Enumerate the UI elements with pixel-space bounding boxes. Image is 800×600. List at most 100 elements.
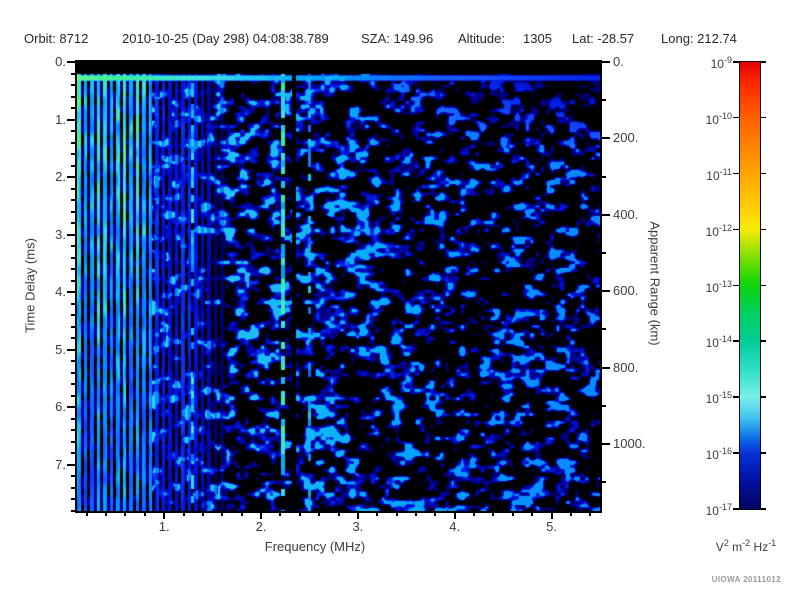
- colorbar-major-tick: [760, 228, 766, 231]
- colorbar-frame: [739, 61, 761, 510]
- y-tick-label: 2.: [55, 169, 66, 185]
- y2-minor-tick: [602, 328, 606, 331]
- y-minor-tick: [71, 417, 75, 420]
- colorbar-major-tick: [733, 284, 740, 286]
- x-minor-tick: [434, 511, 437, 516]
- x-minor-tick: [376, 511, 379, 516]
- y-minor-tick: [71, 187, 75, 190]
- y2-minor-tick: [602, 252, 606, 255]
- y-tick-label: 5.: [55, 341, 66, 357]
- x-minor-tick: [124, 511, 127, 516]
- colorbar-major-tick: [733, 228, 740, 231]
- x-minor-tick: [182, 511, 185, 516]
- y2-major-tick: [602, 443, 610, 446]
- colorbar-major-tick: [733, 340, 740, 342]
- header-altitude-value: 1305: [523, 31, 552, 46]
- x-tick-label: 1.: [158, 519, 170, 534]
- x-minor-tick: [395, 511, 398, 516]
- colorbar-tick-label: 10-16: [705, 446, 732, 463]
- y-minor-tick: [71, 452, 75, 455]
- y-axis-title: Time Delay (ms): [22, 238, 38, 333]
- header-orbit: Orbit: 8712: [24, 31, 89, 46]
- x-minor-tick: [569, 511, 572, 516]
- y2-minor-tick: [602, 481, 606, 484]
- x-tick-label: 4.: [449, 519, 461, 534]
- colorbar-tick-label: 10-13: [705, 278, 732, 295]
- header-long: Long: 212.74: [661, 31, 737, 46]
- x-minor-tick: [201, 511, 204, 516]
- header-altitude-label: Altitude:: [458, 31, 505, 46]
- y-tick-label: 0.: [55, 54, 66, 69]
- y-minor-tick: [71, 302, 75, 305]
- y-minor-tick: [71, 510, 75, 512]
- x-minor-tick: [105, 511, 108, 516]
- colorbar-major-tick: [733, 61, 740, 63]
- colorbar-major-tick: [760, 172, 766, 175]
- x-minor-tick: [492, 511, 495, 516]
- colorbar-tick-label: 10-11: [706, 166, 732, 183]
- x-minor-tick: [337, 511, 340, 516]
- x-tick-label: 5.: [546, 519, 557, 534]
- colorbar-major-tick: [760, 452, 766, 454]
- y-minor-tick: [71, 153, 75, 156]
- x-minor-tick: [531, 511, 534, 516]
- y-major-tick: [67, 463, 75, 466]
- y-minor-tick: [71, 130, 75, 133]
- y-minor-tick: [71, 268, 75, 271]
- colorbar-tick-label: 10-12: [705, 222, 732, 239]
- y-minor-tick: [71, 383, 75, 386]
- y-tick-label: 7.: [55, 456, 66, 472]
- colorbar-major-tick: [733, 452, 740, 454]
- y-minor-tick: [71, 199, 75, 202]
- y-minor-tick: [71, 141, 75, 144]
- colorbar-tick-label: 10-15: [705, 390, 732, 407]
- colorbar-major-tick: [760, 340, 766, 342]
- header-datetime: 2010-10-25 (Day 298) 04:08:38.789: [122, 31, 329, 46]
- y-minor-tick: [71, 95, 75, 98]
- y-minor-tick: [71, 314, 75, 317]
- x-minor-tick: [221, 511, 224, 516]
- colorbar-major-tick: [733, 508, 740, 510]
- colorbar-tick-label: 10-17: [705, 502, 732, 518]
- watermark: UIOWA 20111012: [711, 575, 781, 584]
- y-minor-tick: [71, 486, 75, 489]
- y2-major-tick: [602, 290, 610, 293]
- x-minor-tick: [240, 511, 243, 516]
- y-tick-label: 6.: [55, 399, 66, 415]
- y2-tick-label: 0.: [613, 54, 624, 69]
- x-major-tick: [453, 511, 456, 519]
- x-axis-title: Frequency (MHz): [264, 539, 366, 554]
- x-major-tick: [550, 511, 553, 519]
- y2-major-tick: [602, 366, 610, 369]
- y-major-tick: [67, 61, 75, 63]
- y2-axis-title: Apparent Range (km): [647, 221, 663, 346]
- colorbar-units: V2 m-2 Hz-1: [715, 538, 777, 554]
- y-minor-tick: [71, 337, 75, 340]
- y-minor-tick: [71, 84, 75, 87]
- y-minor-tick: [71, 371, 75, 374]
- y-minor-tick: [71, 475, 75, 478]
- colorbar-tick-label: 10-14: [705, 334, 732, 351]
- colorbar-major-tick: [733, 116, 740, 119]
- header-sza: SZA: 149.96: [361, 31, 434, 46]
- x-minor-tick: [318, 511, 321, 516]
- y-minor-tick: [71, 164, 75, 167]
- y2-minor-tick: [602, 99, 606, 102]
- y-major-tick: [67, 406, 75, 409]
- colorbar-major-tick: [760, 284, 766, 286]
- x-major-tick: [163, 511, 166, 519]
- y2-major-tick: [602, 61, 610, 63]
- x-minor-tick: [143, 511, 146, 516]
- y2-major-tick: [602, 213, 610, 216]
- y-minor-tick: [71, 498, 75, 501]
- x-minor-tick: [511, 511, 514, 516]
- y-minor-tick: [71, 107, 75, 110]
- colorbar-tick-label: 10-10: [705, 110, 732, 127]
- colorbar-major-tick: [760, 396, 766, 398]
- colorbar-major-tick: [733, 172, 740, 175]
- x-minor-tick: [298, 511, 301, 516]
- x-tick-label: 2.: [255, 519, 267, 534]
- colorbar-major-tick: [760, 508, 766, 510]
- y-minor-tick: [71, 440, 75, 443]
- y-minor-tick: [71, 210, 75, 213]
